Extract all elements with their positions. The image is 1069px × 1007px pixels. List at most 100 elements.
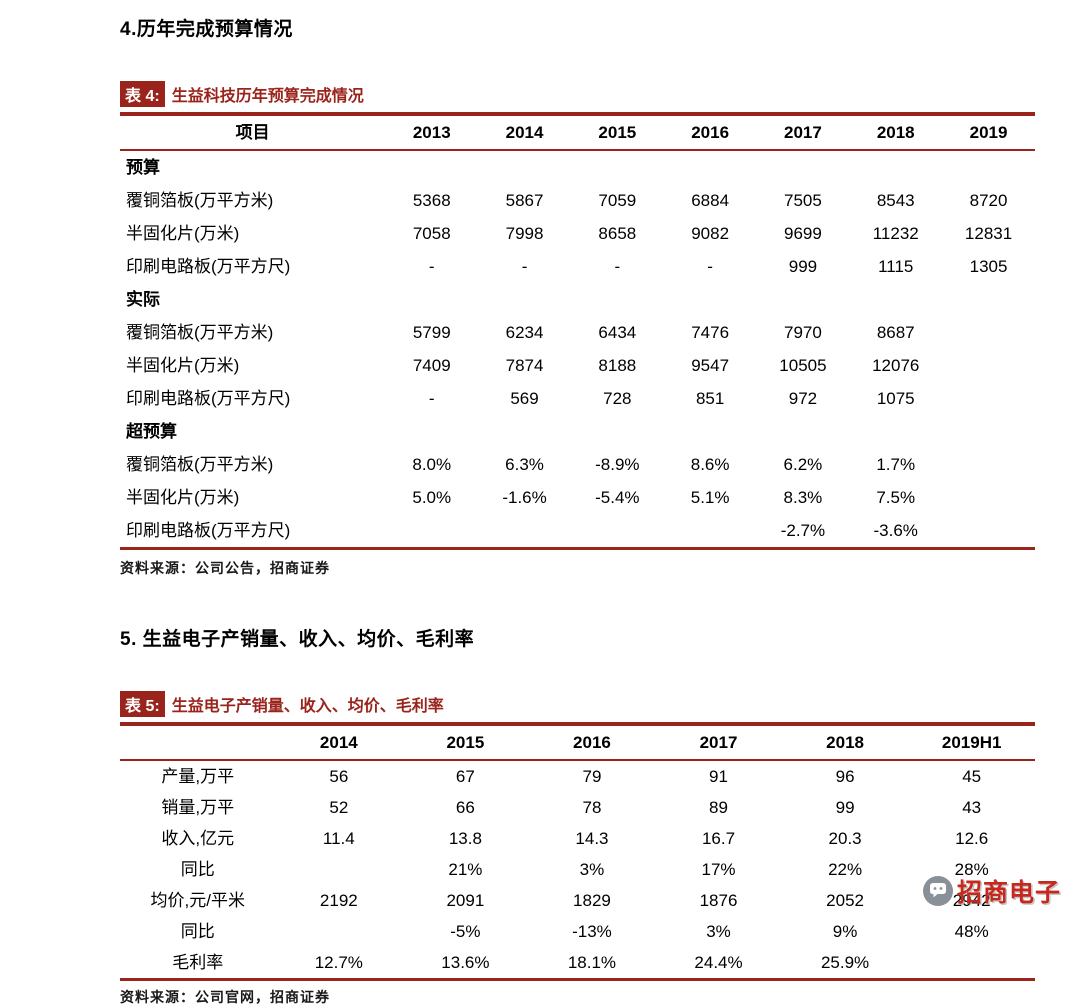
data-cell: 3% [706,922,731,941]
row-label: 覆铜箔板(万平方米) [126,455,274,474]
section-5-heading: 5. 生益电子产销量、收入、均价、毛利率 [120,629,475,650]
data-cell: 8658 [598,224,637,243]
data-cell: 43 [962,798,982,817]
row-label: 超预算 [126,422,177,441]
data-cell: 7.5% [876,488,916,507]
data-cell: 8687 [876,323,915,342]
data-row: 覆铜箔板(万平方米) 5368 5867 7059 6884 7505 8543 8720 [120,184,1035,217]
data-cell: 22% [828,860,863,879]
data-cell [908,947,1035,980]
data-cell: 99 [835,798,855,817]
data-cell: 5.0% [412,488,452,507]
data-row: 半固化片(万米) 7058 7998 8658 9082 9699 11232 12831 [120,217,1035,250]
data-cell: 9% [832,922,858,941]
row-label: 同比 [180,860,215,879]
data-cell: -5% [450,922,481,941]
row-label: 同比 [180,922,215,941]
data-cell: 12076 [872,356,920,375]
data-cell: 13.6% [441,953,490,972]
data-cell: 6434 [598,323,637,342]
data-cell: 728 [603,389,632,408]
table5-header-row: 2014 2015 2016 2017 2018 2019H1 [120,726,1035,761]
column-header: 2018 [849,116,943,151]
data-cell: 13.8 [448,829,482,848]
data-cell: 9699 [784,224,822,243]
data-cell: -2.7% [780,521,826,540]
data-cell: 11232 [872,224,919,243]
data-cell: 21% [448,860,483,879]
data-cell [276,916,403,947]
data-row: 覆铜箔板(万平方米) 8.0% 6.3% -8.9% 8.6% 6.2% 1.7% [120,448,1035,481]
row-label: 实际 [126,290,160,309]
table4: 项目 2013 2014 2015 2016 2017 2018 2019 预算 覆铜箔板(万平… [120,116,1035,550]
data-cell: -1.6% [502,488,547,507]
data-cell: 972 [788,389,818,408]
data-cell [571,514,664,549]
table4-caption-title: 生益科技历年预算完成情况 [171,88,364,105]
data-cell [276,854,403,885]
table4-source: 资料来源：公司公告，招商证券 [120,560,330,576]
data-cell: 2192 [319,891,358,910]
column-header: 2013 [385,116,479,151]
data-row: 印刷电路板(万平方尺) -2.7% -3.6% [120,514,1035,549]
data-cell: 7476 [691,323,730,342]
data-cell: 79 [582,767,602,786]
data-cell: 45 [962,767,982,786]
row-label: 毛利率 [172,953,224,972]
data-cell: 67 [455,767,475,786]
data-cell: 2091 [446,891,485,910]
data-cell: -3.6% [873,521,918,540]
column-header: 2017 [756,116,850,151]
data-cell: 17% [701,860,736,879]
table4-caption-label: 表 4: [120,81,165,107]
data-cell: 7998 [505,224,544,243]
data-cell: 6.2% [783,455,823,474]
data-row: 同比 21% 3% 17% 22% 28% [120,854,1035,885]
data-cell: 8188 [598,356,637,375]
data-cell: 7058 [412,224,451,243]
data-cell: -13% [572,922,612,941]
data-row: 销量,万平 52 66 78 89 99 43 [120,792,1035,823]
data-cell [664,514,757,549]
data-row: 半固化片(万米) 7409 7874 8188 9547 10505 12076 [120,349,1035,382]
data-row: 同比 -5% -13% 3% 9% 48% [120,916,1035,947]
column-header: 2015 [402,726,529,761]
data-cell [942,382,1035,415]
data-cell [942,349,1035,382]
data-cell: 96 [835,767,855,786]
data-cell: 1876 [699,891,738,910]
data-cell [385,514,478,549]
data-cell: 569 [510,389,539,408]
brand-watermark-text: 招商电子 [956,879,1061,907]
data-cell: 91 [709,767,728,786]
row-label: 覆铜箔板(万平方米) [126,323,274,342]
data-cell: 6884 [691,191,730,210]
data-cell: 56 [329,767,349,786]
row-label: 半固化片(万米) [126,488,240,507]
data-cell: 25.9% [820,953,870,972]
column-header: 2016 [528,726,656,761]
data-row: 印刷电路板(万平方尺) - - - - 999 1115 1305 [120,250,1035,283]
data-cell [942,316,1035,349]
row-label: 均价,元/平米 [150,891,245,910]
data-cell: 28% [954,860,989,879]
section-row: 预算 [120,150,1035,184]
section-row: 实际 [120,283,1035,316]
data-cell: 1829 [573,891,611,910]
data-cell: 2052 [826,891,864,910]
data-cell: 1305 [969,257,1008,276]
column-header: 2014 [275,726,403,761]
column-header: 2015 [570,116,664,151]
data-cell: 8.0% [412,455,452,474]
column-header: 2019 [942,116,1035,151]
data-cell: 6.3% [505,455,544,474]
table5-caption-title: 生益电子产销量、收入、均价、毛利率 [171,698,444,715]
data-cell: 1115 [878,257,914,276]
row-label: 预算 [126,158,160,177]
data-cell: 851 [695,389,725,408]
data-cell: - [614,257,621,276]
data-cell: 16.7 [701,829,736,848]
table5-caption-label: 表 5: [120,691,165,717]
data-cell: 1.7% [876,455,916,474]
data-cell: 5368 [412,191,451,210]
